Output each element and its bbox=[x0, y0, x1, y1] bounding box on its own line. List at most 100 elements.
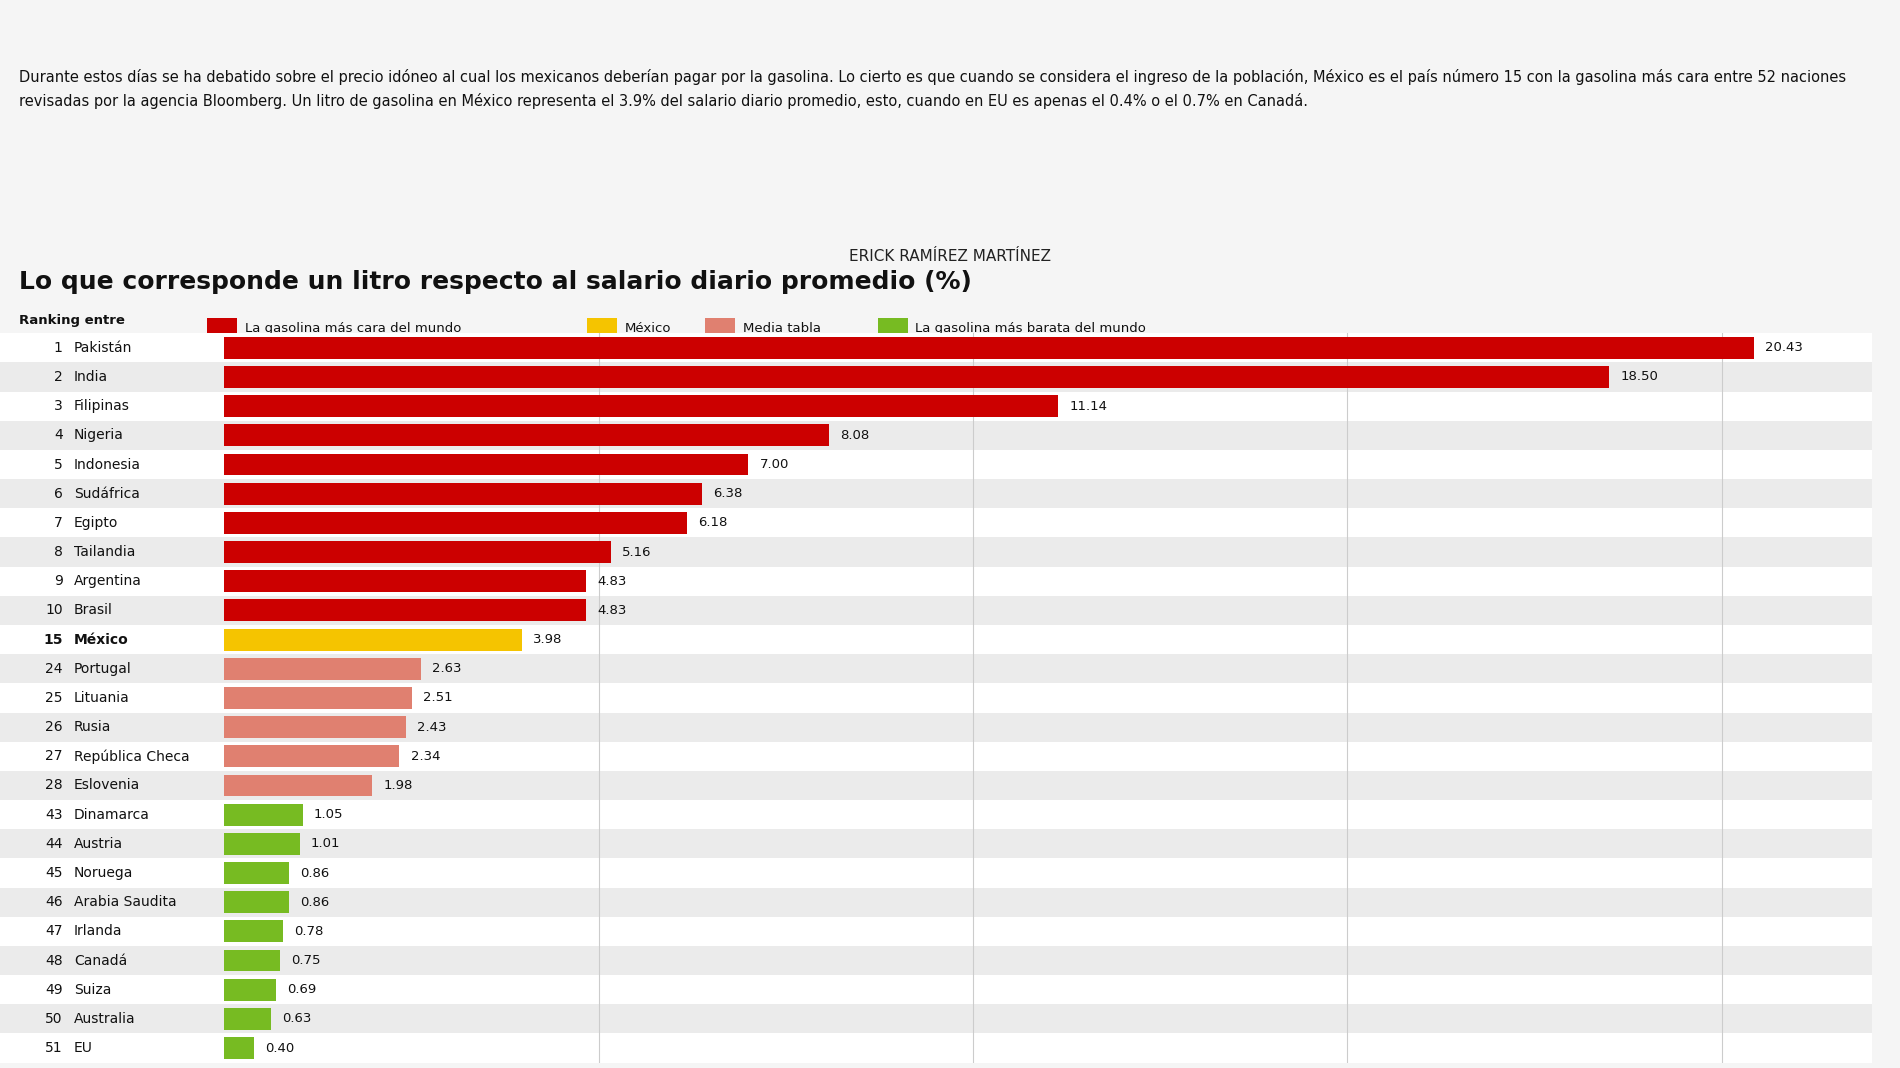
Text: 5: 5 bbox=[53, 457, 63, 471]
Text: República Checa: República Checa bbox=[74, 749, 190, 764]
Bar bbox=[224, 421, 1872, 450]
Text: 1: 1 bbox=[53, 341, 63, 355]
Text: 46: 46 bbox=[46, 895, 63, 909]
Bar bbox=[224, 833, 300, 854]
Text: 6.18: 6.18 bbox=[697, 516, 728, 530]
Text: EU: EU bbox=[74, 1041, 93, 1055]
Text: 48: 48 bbox=[46, 954, 63, 968]
Bar bbox=[0, 916, 224, 946]
Bar bbox=[224, 362, 1872, 392]
Bar bbox=[224, 537, 1872, 567]
Text: La gasolina más barata del mundo: La gasolina más barata del mundo bbox=[916, 321, 1146, 334]
Text: 11.14: 11.14 bbox=[1070, 399, 1108, 412]
Text: La gasolina más cara del mundo: La gasolina más cara del mundo bbox=[245, 321, 462, 334]
Text: ERICK RAMÍREZ MARTÍNEZ: ERICK RAMÍREZ MARTÍNEZ bbox=[849, 249, 1051, 264]
Text: 0.63: 0.63 bbox=[283, 1012, 312, 1025]
Text: México: México bbox=[74, 632, 129, 646]
Text: Tailandia: Tailandia bbox=[74, 545, 135, 559]
Bar bbox=[0, 712, 224, 741]
Bar bbox=[224, 366, 1609, 388]
Bar bbox=[224, 454, 749, 475]
Bar bbox=[224, 629, 522, 650]
Bar bbox=[0, 362, 224, 392]
Bar bbox=[224, 655, 1872, 684]
Text: Canadá: Canadá bbox=[74, 954, 127, 968]
Bar bbox=[224, 829, 1872, 859]
Text: 4.83: 4.83 bbox=[597, 575, 627, 587]
Bar bbox=[0, 421, 224, 450]
Text: 8.08: 8.08 bbox=[840, 429, 870, 442]
Bar bbox=[224, 921, 283, 942]
Text: Argentina: Argentina bbox=[74, 575, 142, 588]
Text: 28: 28 bbox=[46, 779, 63, 792]
Text: Filipinas: Filipinas bbox=[74, 399, 129, 413]
Bar bbox=[224, 508, 1872, 537]
Text: 0.86: 0.86 bbox=[300, 896, 329, 909]
Text: Sudáfrica: Sudáfrica bbox=[74, 487, 141, 501]
Bar bbox=[224, 946, 1872, 975]
Text: Eslovenia: Eslovenia bbox=[74, 779, 141, 792]
Text: 6.38: 6.38 bbox=[712, 487, 743, 500]
Text: 1.98: 1.98 bbox=[384, 779, 412, 792]
Bar bbox=[224, 424, 828, 446]
Bar bbox=[0, 508, 224, 537]
Bar bbox=[0, 975, 224, 1004]
Text: 20.43: 20.43 bbox=[1765, 342, 1803, 355]
Bar bbox=[224, 1004, 1872, 1034]
Bar bbox=[0, 480, 224, 508]
Bar bbox=[224, 862, 289, 884]
Bar bbox=[0, 392, 224, 421]
Bar bbox=[224, 450, 1872, 480]
Text: 49: 49 bbox=[46, 983, 63, 996]
Text: Noruega: Noruega bbox=[74, 866, 133, 880]
Bar bbox=[0, 684, 224, 712]
Bar bbox=[224, 1008, 272, 1030]
Bar bbox=[0, 1034, 224, 1063]
Bar bbox=[0, 655, 224, 684]
Text: 2: 2 bbox=[53, 370, 63, 384]
Bar bbox=[0, 946, 224, 975]
Text: 0.75: 0.75 bbox=[291, 954, 321, 967]
Text: México: México bbox=[625, 321, 671, 334]
Text: 4: 4 bbox=[53, 428, 63, 442]
Text: 51: 51 bbox=[46, 1041, 63, 1055]
Bar bbox=[224, 741, 1872, 771]
Bar bbox=[224, 483, 701, 505]
Bar bbox=[224, 596, 1872, 625]
Text: 25: 25 bbox=[46, 691, 63, 705]
Bar bbox=[224, 687, 412, 709]
Bar bbox=[224, 800, 1872, 829]
Bar bbox=[0, 333, 224, 362]
Text: 7: 7 bbox=[53, 516, 63, 530]
Bar bbox=[224, 978, 276, 1001]
Text: Nigeria: Nigeria bbox=[74, 428, 124, 442]
Text: 4.83: 4.83 bbox=[597, 603, 627, 617]
Bar bbox=[224, 512, 688, 534]
Bar bbox=[224, 684, 1872, 712]
Bar bbox=[0, 829, 224, 859]
Text: Rusia: Rusia bbox=[74, 720, 112, 734]
Bar bbox=[0, 567, 224, 596]
Bar bbox=[224, 774, 372, 797]
Text: Austria: Austria bbox=[74, 837, 124, 851]
Bar bbox=[207, 318, 238, 340]
Text: Portugal: Portugal bbox=[74, 662, 131, 676]
Text: 2.34: 2.34 bbox=[410, 750, 441, 763]
Text: Dinamarca: Dinamarca bbox=[74, 807, 150, 821]
Bar bbox=[224, 1034, 1872, 1063]
Bar bbox=[224, 859, 1872, 888]
Text: 27: 27 bbox=[46, 750, 63, 764]
Text: 5.16: 5.16 bbox=[621, 546, 652, 559]
Bar bbox=[224, 771, 1872, 800]
Text: Brasil: Brasil bbox=[74, 603, 112, 617]
Text: 2.63: 2.63 bbox=[433, 662, 462, 675]
Bar bbox=[0, 1004, 224, 1034]
Bar bbox=[0, 859, 224, 888]
Text: 2.43: 2.43 bbox=[418, 721, 446, 734]
Text: 44: 44 bbox=[46, 837, 63, 851]
Text: 24: 24 bbox=[46, 662, 63, 676]
Bar bbox=[0, 625, 224, 655]
Text: 43: 43 bbox=[46, 807, 63, 821]
Text: 18.50: 18.50 bbox=[1621, 371, 1659, 383]
Text: Pakistán: Pakistán bbox=[74, 341, 133, 355]
